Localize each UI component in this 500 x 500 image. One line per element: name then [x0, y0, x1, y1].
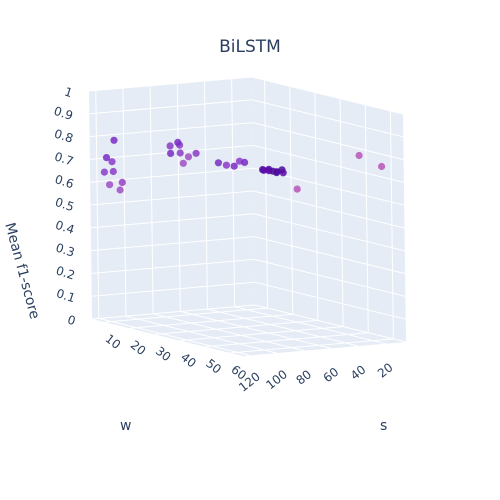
gridline-x-floor-4	[205, 332, 369, 348]
gridline-z-right-9	[252, 99, 404, 138]
gridline-z-right-3	[253, 236, 406, 275]
gridline-z-right-0	[254, 304, 407, 343]
gridline-z-left-9	[89, 99, 253, 115]
gridline-x-floor-3	[180, 326, 344, 342]
data-point[interactable]	[174, 138, 182, 146]
data-point[interactable]	[241, 158, 249, 166]
data-point[interactable]	[279, 169, 287, 177]
gridline-y-floor-0	[234, 306, 386, 345]
gridline-z-left-1	[91, 281, 255, 297]
gridline-z-left-5	[90, 190, 254, 206]
z-tick-label: 0.1	[55, 286, 77, 305]
data-point[interactable]	[106, 181, 114, 189]
gridline-z-left-8	[89, 122, 253, 138]
gridline-z-right-2	[254, 258, 406, 297]
y-tick-label: 40	[348, 362, 369, 382]
data-point[interactable]	[184, 153, 193, 161]
grid-layer	[88, 76, 407, 356]
x-tick-label: 50	[203, 356, 224, 376]
gridline-z-right-10	[251, 76, 404, 115]
z-tick-label: 0	[66, 313, 78, 329]
gridline-x-floor-5	[230, 338, 394, 354]
x-tick-label: 10	[103, 331, 124, 351]
gridline-x-floor-0	[104, 307, 268, 323]
y-tick-label: 80	[293, 367, 314, 387]
data-point[interactable]	[109, 167, 117, 176]
gridline-z-right-7	[252, 144, 405, 183]
x-tick-label: 20	[128, 338, 149, 358]
gridline-x-floor-1	[129, 313, 293, 329]
gridline-y-floor-4	[125, 315, 278, 354]
data-point[interactable]	[192, 149, 200, 157]
z-tick-label: 0.4	[54, 218, 76, 237]
data-point[interactable]	[230, 162, 238, 170]
y-axis-title: w	[120, 418, 131, 434]
points-layer[interactable]	[100, 136, 386, 194]
z-tick-label: 0.3	[54, 241, 76, 260]
gridline-z-left-4	[90, 213, 254, 229]
x-tick-label: 30	[153, 344, 174, 364]
data-point[interactable]	[167, 149, 175, 157]
gridline-z-left-0	[91, 304, 256, 320]
gridline-z-left-2	[91, 258, 255, 274]
z-tick-label: 0.5	[53, 195, 75, 214]
gridline-z-left-6	[90, 167, 254, 183]
data-point[interactable]	[100, 168, 108, 176]
z-tick-label: 0.2	[54, 263, 76, 282]
data-point[interactable]	[378, 162, 386, 171]
gridline-z-right-4	[253, 213, 405, 252]
y-tick-label: 20	[375, 360, 396, 380]
gridline-y-floor-1	[207, 308, 359, 347]
gridline-z-right-8	[252, 122, 404, 161]
data-point[interactable]	[293, 185, 301, 193]
data-point[interactable]	[265, 165, 273, 173]
gridline-x-floor-2	[154, 319, 318, 335]
z-tick-label: 0.6	[53, 172, 75, 191]
gridline-z-left-3	[91, 236, 255, 252]
gridline-y-floor-2	[180, 310, 332, 349]
data-point[interactable]	[116, 186, 124, 194]
x-axis-title: s	[380, 418, 387, 434]
z-tick-label: 0.9	[52, 104, 74, 123]
data-point[interactable]	[176, 149, 184, 157]
x-tick-label: 40	[178, 350, 199, 370]
data-point[interactable]	[355, 151, 363, 160]
data-point[interactable]	[273, 169, 281, 177]
data-point[interactable]	[214, 159, 222, 167]
data-point[interactable]	[179, 159, 187, 167]
data-point[interactable]	[222, 161, 230, 169]
y-tick-label: 60	[321, 365, 342, 385]
data-point[interactable]	[108, 158, 116, 166]
data-point[interactable]	[110, 136, 118, 144]
data-point[interactable]	[166, 142, 174, 150]
gridline-y-floor-5	[98, 317, 250, 356]
chart-title: BiLSTM	[219, 37, 281, 57]
z-axis-title: Mean f1-score	[1, 221, 42, 321]
z-tick-label: 0.7	[53, 149, 75, 168]
z-tick-label: 0.8	[52, 127, 74, 146]
gridline-z-right-1	[254, 281, 406, 320]
y-tick-label: 100	[263, 367, 290, 392]
data-point[interactable]	[118, 178, 126, 186]
data-point[interactable]	[102, 154, 111, 162]
tick-layer: 10 20 30 40 50 60 2040608010012000.10.20.30.40…	[52, 85, 395, 395]
gridline-z-left-10	[88, 76, 253, 92]
gridline-z-right-5	[253, 190, 405, 229]
z-tick-label: 1	[63, 85, 75, 101]
gridline-y-floor-3	[153, 313, 305, 352]
